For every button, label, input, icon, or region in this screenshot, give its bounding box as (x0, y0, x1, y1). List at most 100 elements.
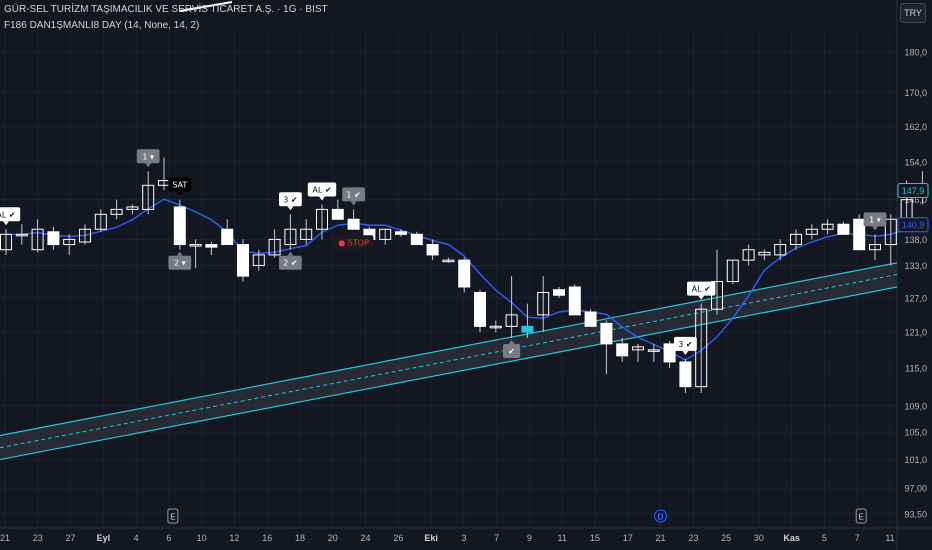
candle-body (584, 311, 597, 327)
y-tick-label: 154,0 (904, 158, 927, 168)
y-tick-label: 138,0 (904, 235, 927, 245)
channel-upper-line (0, 262, 898, 437)
signal-pointer (508, 339, 515, 344)
x-tick-label: 26 (393, 533, 403, 543)
signal-pointer (145, 163, 152, 168)
candle-body (205, 244, 218, 248)
candle-body (726, 259, 739, 283)
x-tick-label: 25 (721, 533, 731, 543)
event-marker (167, 508, 179, 524)
candle-body (410, 233, 423, 246)
signal-pointer (350, 231, 357, 236)
candle-body (805, 228, 818, 235)
signal-badge (503, 343, 521, 358)
signal-pointer (3, 221, 9, 226)
candle-body (458, 259, 471, 288)
x-tick-label: 21 (0, 533, 10, 543)
candle-body (568, 286, 581, 316)
signal-pointer (287, 251, 294, 256)
event-marker-text: E (170, 513, 175, 522)
event-marker-text: E (859, 513, 864, 522)
y-tick-label: 127,0 (904, 294, 927, 304)
candle-body (142, 184, 155, 210)
x-tick-label: 20 (328, 533, 338, 543)
candle-body (537, 291, 550, 316)
candle-body (521, 325, 534, 333)
candle-body (553, 289, 565, 296)
candle-body (126, 206, 139, 210)
signal-badge (333, 235, 374, 250)
candle-body (884, 218, 897, 246)
candle-body (505, 314, 518, 327)
y-tick-label: 146,0 (904, 195, 927, 205)
x-tick-label: 21 (656, 533, 666, 543)
signal-text: 2 ▾ (174, 259, 186, 268)
signal-text: AL ✔ (312, 186, 331, 195)
signal-badge (136, 149, 160, 164)
y-tick-label: 115,0 (905, 364, 927, 374)
currency-button[interactable]: TRY (900, 3, 926, 23)
signal-text: 1 ✔ (346, 190, 360, 199)
x-tick-label: 6 (166, 533, 171, 543)
candle-body (31, 228, 44, 251)
event-marker (855, 508, 867, 524)
candle-body (94, 213, 107, 230)
candle-body (632, 346, 644, 351)
candle-body (395, 231, 407, 235)
candle-body (0, 233, 12, 251)
signal-pointer (319, 196, 325, 201)
x-tick-label: 17 (623, 533, 633, 543)
x-tick-label: 12 (229, 533, 239, 543)
signal-badge (687, 281, 716, 296)
signal-badge (307, 182, 337, 197)
candle-body (742, 249, 755, 261)
candle-body (647, 349, 660, 352)
candle-body (426, 244, 439, 256)
candle-body (379, 228, 392, 240)
signal-badge (0, 207, 21, 222)
x-tick-label: 11 (885, 533, 894, 543)
y-tick-label: 97,00 (904, 484, 927, 494)
x-tick-label: 9 (527, 533, 532, 543)
signal-badge (279, 255, 302, 270)
channel-lower-line (0, 286, 898, 461)
signal-badge (168, 177, 192, 192)
y-tick-label: 180,0 (904, 48, 927, 58)
candle-body (774, 244, 787, 256)
x-tick-label: 27 (66, 533, 76, 543)
price-label-text: 140,9 (902, 220, 925, 230)
candle-body (790, 233, 802, 246)
y-tick-label: 170,0 (904, 88, 927, 98)
candle-body (600, 322, 613, 345)
indicator-title: F186 DAN1ŞMANLI8 DAY (14, None, 14, 2) (4, 20, 200, 31)
x-tick-label: 18 (295, 533, 305, 543)
candle-body (679, 361, 692, 388)
channel-mid-line (0, 274, 898, 449)
x-tick-label: Eyl (97, 533, 111, 543)
y-tick-label: 121,0 (904, 328, 927, 338)
x-tick-label: 23 (688, 533, 698, 543)
candle-body (347, 218, 360, 230)
signal-badge (674, 336, 697, 351)
y-tick-label: 105,0 (904, 428, 927, 438)
x-tick-label: 16 (262, 533, 272, 543)
candle-body (15, 233, 28, 237)
signal-pointer (287, 206, 294, 211)
candle-body (331, 208, 344, 220)
signal-pointer (872, 226, 878, 231)
candle-body (663, 343, 676, 363)
x-tick-label: 10 (197, 533, 207, 543)
signal-pointer (698, 295, 705, 300)
candle-body (110, 208, 123, 215)
candle-body (221, 228, 234, 246)
x-tick-label: Eki (424, 533, 438, 543)
candle-body (758, 251, 771, 256)
signal-text: 1 ▾ (142, 152, 154, 161)
signal-pointer (682, 350, 689, 355)
y-tick-label: 133,0 (904, 261, 927, 271)
candle-body (316, 208, 328, 230)
signal-text: AL ✔ (0, 210, 16, 219)
signal-pointer (176, 191, 183, 196)
signal-text: 2 ✔ (283, 259, 297, 268)
